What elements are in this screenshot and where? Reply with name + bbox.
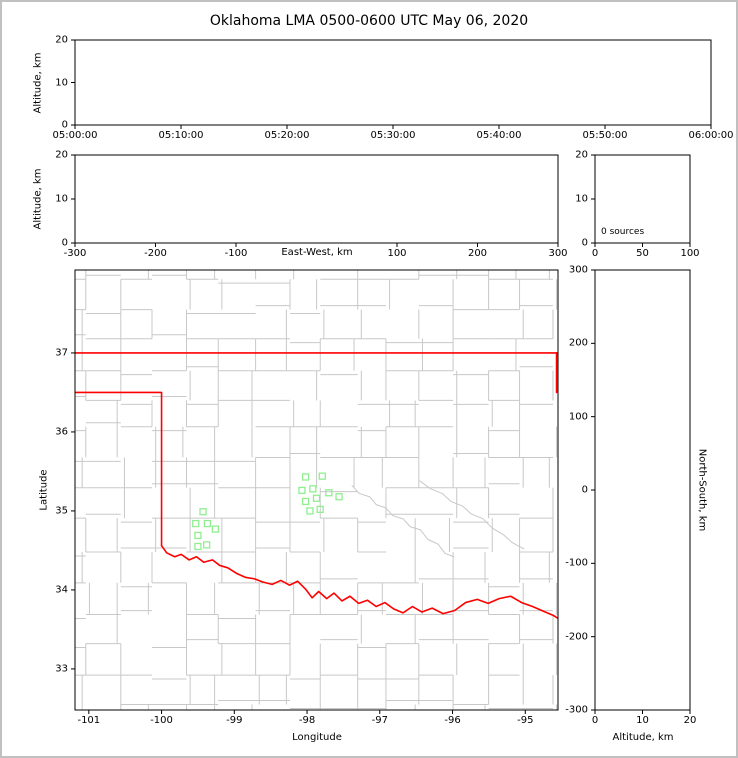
tick-label: -100 <box>565 557 588 569</box>
tick-label: 35 <box>55 505 68 517</box>
tick-label: 0 <box>581 237 588 249</box>
time-altitude-panel-axes <box>71 39 712 129</box>
tick-label: 20 <box>683 715 697 726</box>
tick-label: -96 <box>444 715 461 726</box>
ns-panel-x-axis-label: Altitude, km <box>612 732 674 743</box>
county-boundaries <box>75 270 558 710</box>
figure-title: Oklahoma LMA 0500-0600 UTC May 06, 2020 <box>209 13 529 29</box>
tick-label: 0 <box>581 484 588 496</box>
tick-label: -100 <box>150 715 173 726</box>
tick-label: 300 <box>548 248 568 259</box>
map-x-axis-label: Longitude <box>292 732 342 743</box>
tick-label: 50 <box>636 248 649 259</box>
source-histogram-panel-axes <box>591 154 691 247</box>
map-y-axis-label: Latitude <box>38 469 50 511</box>
ew-panel-x-axis-label: East-West, km <box>281 247 353 258</box>
tick-label: -200 <box>144 248 167 259</box>
tick-label: 05:00:00 <box>52 130 98 141</box>
tick-label: 200 <box>467 248 488 259</box>
tick-label: -99 <box>226 715 243 726</box>
tick-label: 34 <box>55 584 68 596</box>
tick-label: 33 <box>55 663 68 675</box>
tick-label: 05:10:00 <box>158 130 204 141</box>
tick-label: 0 <box>591 248 599 259</box>
tick-label: 300 <box>568 264 588 276</box>
sources-count-annotation: 0 sources <box>601 227 645 237</box>
tick-label: -95 <box>517 715 534 726</box>
tick-label: 10 <box>55 77 68 88</box>
tick-label: 05:30:00 <box>370 130 416 141</box>
ew-panel-y-axis-label: Altitude, km <box>32 168 44 230</box>
tick-label: 36 <box>55 426 68 438</box>
tick-label: 0 <box>61 237 68 249</box>
time-panel-y-axis-label: Altitude, km <box>32 52 44 114</box>
tick-label: 05:50:00 <box>582 130 628 141</box>
lma-stations <box>192 472 343 551</box>
tick-label: 20 <box>575 149 588 161</box>
river-lines <box>351 480 525 558</box>
tick-label: 37 <box>55 347 68 359</box>
tick-label: -300 <box>63 248 87 259</box>
tick-label: 0 <box>591 715 599 726</box>
tick-label: 06:00:00 <box>688 130 734 141</box>
tick-label: 0 <box>61 119 68 131</box>
tick-label: 100 <box>387 248 407 259</box>
map-content <box>75 270 558 710</box>
tick-label: -101 <box>77 715 101 726</box>
tick-label: -100 <box>224 248 248 259</box>
tick-label: 10 <box>636 715 649 726</box>
tick-label: -200 <box>565 631 588 643</box>
state-border-lines <box>75 352 558 620</box>
map-panel-axes <box>71 269 559 714</box>
tick-label: -98 <box>298 715 316 726</box>
tick-label: 20 <box>55 149 68 161</box>
tick-label: 10 <box>55 193 68 205</box>
tick-label: -300 <box>565 704 588 716</box>
ew-altitude-panel-axes <box>71 154 559 247</box>
tick-label: 20 <box>55 34 68 46</box>
tick-label: 05:40:00 <box>476 130 522 141</box>
tick-label: -97 <box>371 715 388 726</box>
ns-panel-y-axis-label: North-South, km <box>696 448 708 532</box>
ns-altitude-panel-axes <box>591 269 691 714</box>
tick-label: 10 <box>575 193 588 205</box>
tick-label: 100 <box>680 248 700 259</box>
tick-label: 100 <box>568 411 588 423</box>
tick-label: 05:20:00 <box>264 130 310 141</box>
tick-label: 200 <box>568 337 588 349</box>
